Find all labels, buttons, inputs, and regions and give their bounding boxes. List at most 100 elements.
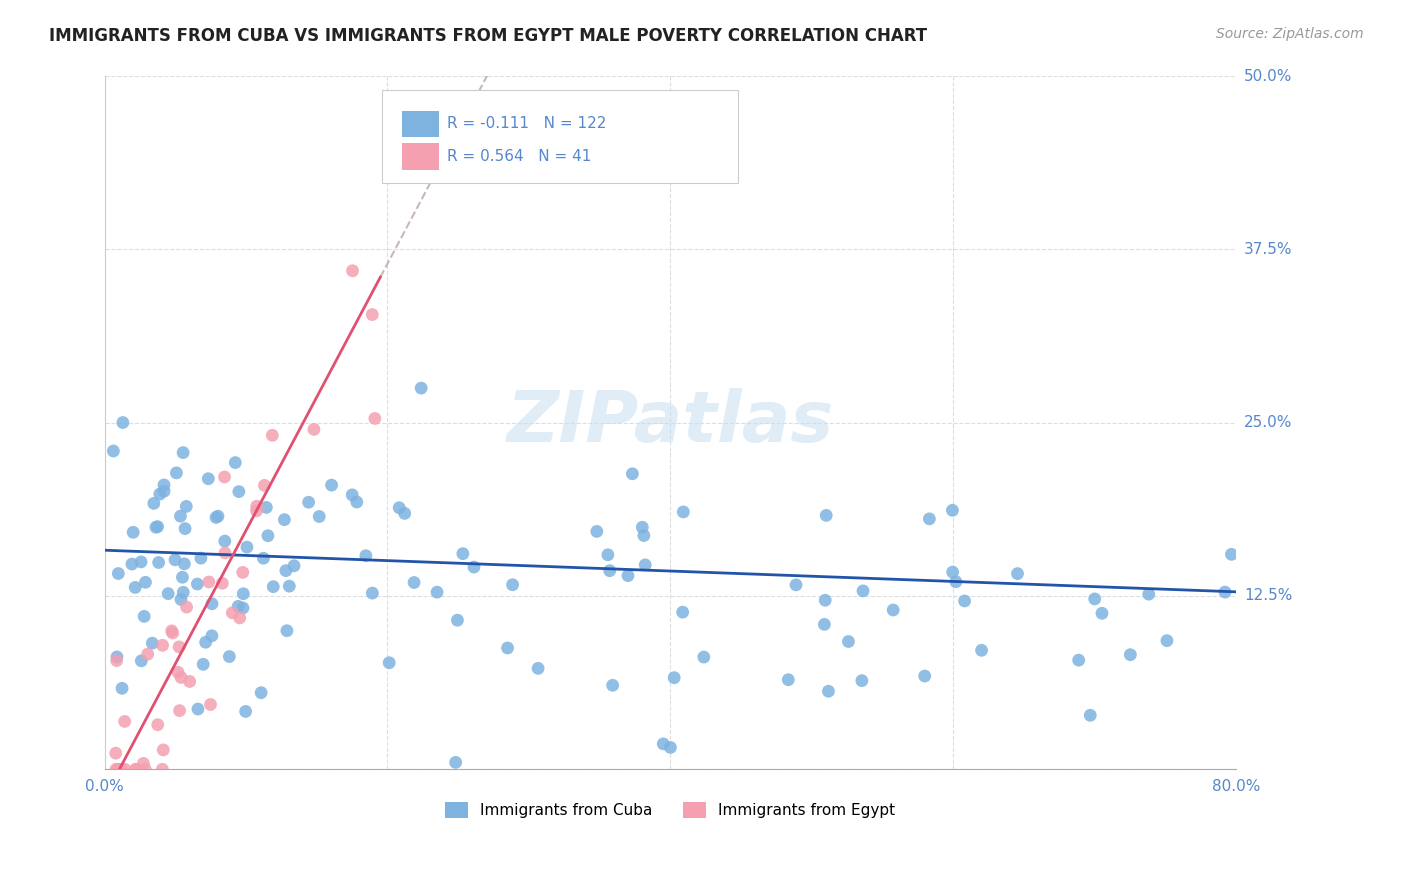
Point (918, 512, 941, 526)
Point (107, 762, 129, 776)
Point (207, 509, 229, 524)
Point (496, 640, 519, 655)
Point (104, 762, 127, 776)
Point (596, 548, 619, 562)
Point (602, 678, 624, 692)
Point (193, 657, 215, 672)
Text: 37.5%: 37.5% (1244, 242, 1292, 257)
Point (198, 574, 221, 589)
Text: 25.0%: 25.0% (1244, 415, 1292, 430)
Point (201, 597, 224, 611)
Point (121, 557, 143, 571)
Point (167, 665, 190, 680)
Point (179, 674, 201, 689)
Point (172, 445, 194, 459)
Point (1220, 547, 1243, 561)
Point (652, 737, 675, 751)
Text: IMMIGRANTS FROM CUBA VS IMMIGRANTS FROM EGYPT MALE POVERTY CORRELATION CHART: IMMIGRANTS FROM CUBA VS IMMIGRANTS FROM … (49, 27, 928, 45)
Point (122, 525, 145, 540)
Point (107, 762, 129, 776)
Point (837, 634, 859, 648)
Point (914, 669, 936, 683)
Point (354, 549, 377, 563)
Point (214, 546, 236, 560)
Point (278, 579, 301, 593)
Point (346, 495, 368, 509)
Point (361, 308, 384, 322)
Point (131, 654, 153, 668)
Point (214, 534, 236, 549)
Point (170, 592, 193, 607)
Point (262, 580, 284, 594)
Bar (402, 144, 440, 169)
Point (446, 613, 468, 627)
Point (274, 564, 297, 578)
Point (201, 629, 224, 643)
Point (262, 428, 284, 442)
Point (194, 635, 217, 649)
Point (404, 575, 426, 590)
Bar (402, 111, 440, 137)
Point (693, 650, 716, 665)
Point (246, 500, 269, 514)
Point (211, 576, 233, 591)
Point (146, 519, 169, 533)
Point (149, 487, 172, 501)
Point (232, 566, 254, 580)
Point (186, 577, 208, 591)
Point (664, 671, 686, 685)
Point (672, 505, 695, 519)
Point (388, 500, 411, 515)
Point (276, 624, 298, 638)
Point (214, 470, 236, 484)
Point (1137, 587, 1160, 601)
Point (672, 605, 695, 619)
Point (502, 578, 524, 592)
Point (254, 500, 277, 515)
Point (107, 566, 129, 581)
Point (1007, 566, 1029, 581)
Point (146, 717, 169, 731)
Point (945, 574, 967, 589)
Text: 50.0%: 50.0% (1244, 69, 1292, 84)
Point (340, 488, 363, 502)
Point (852, 583, 875, 598)
Point (621, 467, 644, 481)
Point (134, 609, 156, 624)
Point (114, 762, 136, 776)
Point (132, 756, 155, 771)
Text: ZIPatlas: ZIPatlas (506, 388, 834, 458)
Point (150, 762, 173, 776)
Point (221, 606, 243, 620)
Point (1213, 585, 1236, 599)
Point (110, 762, 132, 776)
Point (633, 528, 655, 542)
Point (411, 381, 433, 395)
Point (174, 500, 197, 514)
Point (172, 585, 194, 599)
Point (187, 702, 209, 716)
Point (970, 643, 993, 657)
Point (252, 551, 274, 566)
Point (224, 456, 246, 470)
Point (659, 740, 682, 755)
Point (165, 466, 187, 480)
Text: Source: ZipAtlas.com: Source: ZipAtlas.com (1216, 27, 1364, 41)
Point (814, 593, 837, 607)
Point (152, 638, 174, 652)
Point (817, 684, 839, 698)
Point (851, 673, 873, 688)
Point (1084, 591, 1107, 606)
Point (228, 484, 250, 499)
Point (153, 478, 176, 492)
Point (169, 509, 191, 524)
Point (235, 705, 257, 719)
Point (1119, 648, 1142, 662)
Point (308, 509, 330, 524)
Point (228, 611, 250, 625)
Point (236, 540, 259, 554)
Point (298, 495, 321, 509)
Point (169, 704, 191, 718)
Point (1067, 653, 1090, 667)
Point (105, 649, 128, 664)
